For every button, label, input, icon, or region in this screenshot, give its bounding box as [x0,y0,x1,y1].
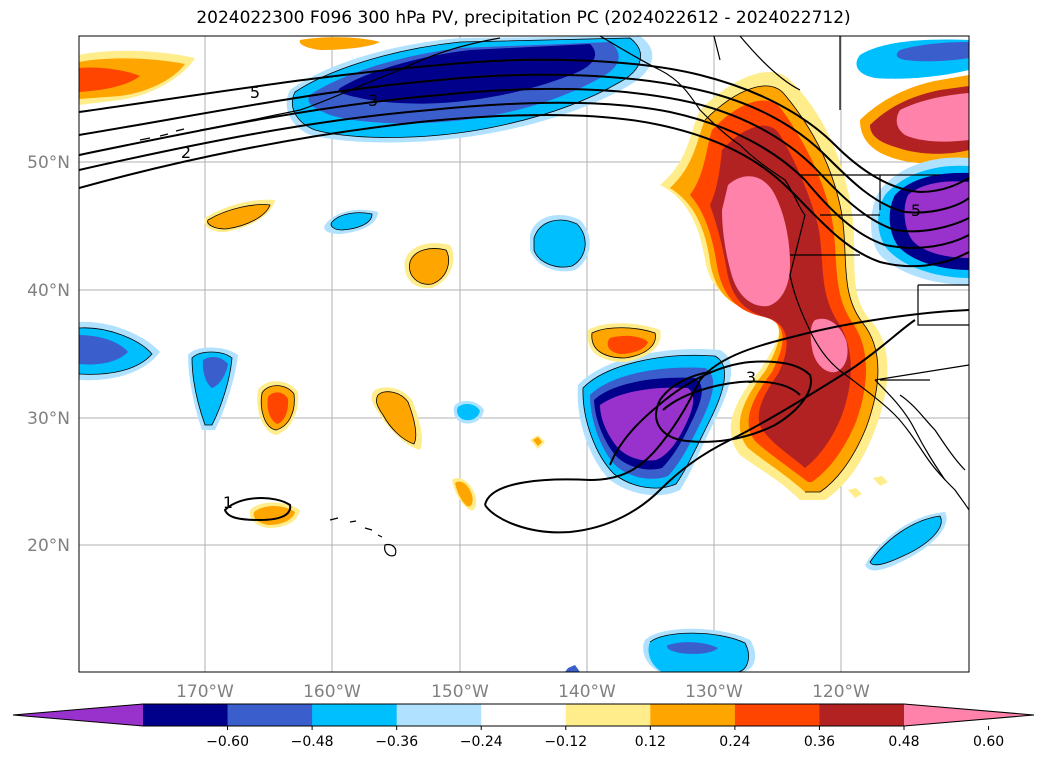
map-frame [78,35,970,673]
precip-field-small-cells [79,37,947,672]
colorbar-segment [734,704,820,726]
lat-label-30n: 30°N [27,409,70,429]
colorbar-segment [227,704,313,726]
pv-contours [79,58,969,534]
colorbar-segment [650,704,736,726]
colorbar-tick-label: 0.60 [973,734,1004,750]
colorbar-segment [481,704,567,726]
colorbar-segment [143,704,229,726]
colorbar-tick-label: −0.48 [291,734,334,750]
map-plot-area: 5 3 2 3 1 5 [79,36,969,672]
lat-label-50n: 50°N [27,153,70,173]
lon-label-120w: 120°W [812,682,870,702]
pv-label-3-top: 3 [368,91,378,110]
colorbar-extend-high [904,704,1034,726]
colorbar-segment [312,704,398,726]
lat-label-20n: 20°N [27,536,70,556]
colorbar: −0.60 −0.48 −0.36 −0.24 −0.12 0.12 0.24 0.36 0.4… [12,703,1035,750]
pv-label-5-left: 5 [250,83,260,102]
pv-label-1: 1 [223,493,233,512]
lat-label-40n: 40°N [27,281,70,301]
colorbar-segment [565,704,651,726]
map-title: 2024022300 F096 300 hPa PV, precipitatio… [196,8,851,28]
coastlines [139,36,969,557]
precip-field-subtropical-low [577,349,732,496]
colorbar-tick-label: −0.24 [460,734,503,750]
lon-label-150w: 150°W [431,682,489,702]
colorbar-tick-label: −0.12 [544,734,587,750]
pv-label-2: 2 [181,143,191,162]
colorbar-tick-label: −0.36 [375,734,418,750]
colorbar-segment [396,704,482,726]
precip-outlines [79,37,942,672]
pv-label-5-right: 5 [911,201,921,220]
colorbar-tick-label: 0.36 [804,734,835,750]
colorbar-tick-label: −0.60 [206,734,249,750]
precip-field-northeast [856,39,969,164]
colorbar-tick-label: 0.48 [888,734,919,750]
longitude-labels: 170°W 160°W 150°W 140°W 130°W 120°W [176,682,870,702]
colorbar-segment [819,704,905,726]
lon-label-160w: 160°W [303,682,361,702]
lon-label-140w: 140°W [558,682,616,702]
colorbar-tick-label: 0.24 [719,734,750,750]
precip-field-west-coast [660,71,888,500]
pv-label-3-trough: 3 [746,368,756,387]
precip-field-northeast-negative [871,157,969,285]
lon-label-130w: 130°W [685,682,743,702]
colorbar-tick-label: 0.12 [635,734,666,750]
lon-label-170w: 170°W [176,682,234,702]
colorbar-outline [12,703,1035,727]
latitude-labels: 50°N 40°N 30°N 20°N [27,153,70,556]
colorbar-extend-low [13,704,143,726]
